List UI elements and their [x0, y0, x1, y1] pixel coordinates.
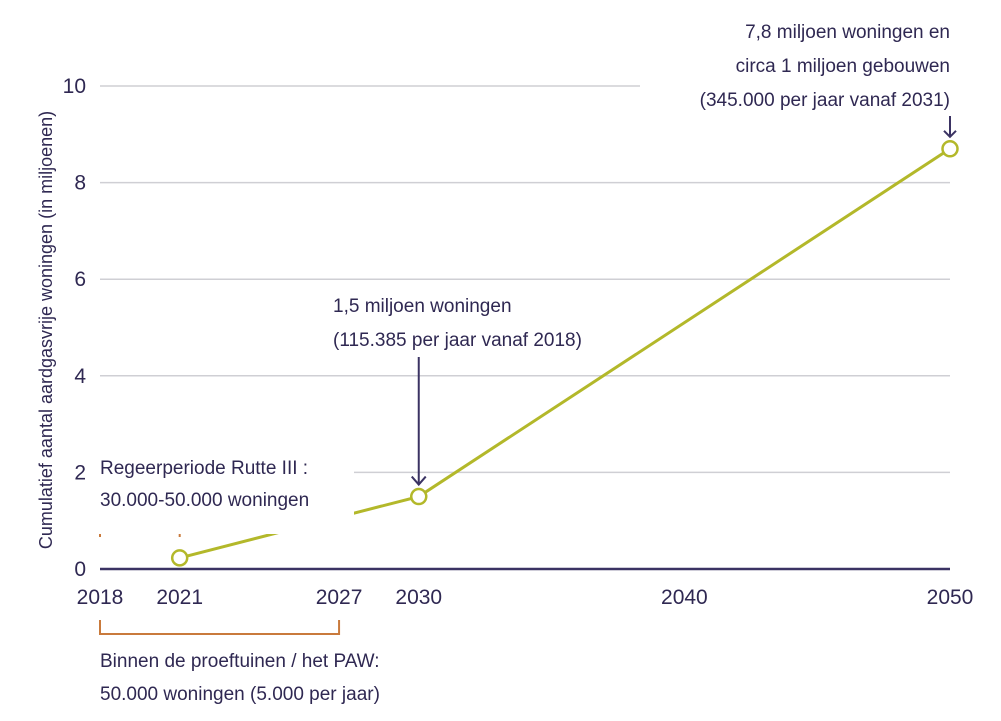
annotation-rutte-line: Regeerperiode Rutte III : — [100, 458, 308, 479]
data-point — [170, 549, 189, 567]
arrow-mid — [410, 357, 427, 487]
y-tick-labels: 0 2 4 6 8 10 — [63, 75, 87, 581]
annotation-arrows — [410, 116, 957, 487]
data-point — [410, 487, 428, 506]
annotation-end: 7,8 miljoen woningen en circa 1 miljoen … — [640, 10, 960, 122]
annotation-paw: Binnen de proeftuinen / het PAW: 50.000 … — [100, 651, 380, 705]
x-tick-label: 2018 — [77, 586, 124, 609]
data-point — [941, 140, 959, 158]
arrow-end — [943, 116, 957, 139]
brackets — [99, 520, 341, 635]
annotation-mid-line: (115.385 per jaar vanaf 2018) — [333, 330, 582, 351]
x-tick-label: 2040 — [661, 586, 708, 609]
data-points — [170, 140, 959, 567]
y-axis-label: Cumulatief aantal aardgasvrije woningen … — [36, 111, 56, 549]
annotation-rutte-line: 30.000-50.000 woningen — [100, 490, 309, 511]
y-tick-label: 2 — [74, 461, 86, 484]
y-tick-label: 8 — [74, 172, 86, 195]
x-tick-label: 2027 — [316, 586, 363, 609]
annotation-end-line: circa 1 miljoen gebouwen — [736, 56, 950, 77]
annotation-paw-line: Binnen de proeftuinen / het PAW: — [100, 651, 380, 672]
gridlines — [100, 85, 950, 474]
annotation-mid: 1,5 miljoen woningen (115.385 per jaar v… — [325, 284, 625, 356]
x-tick-label: 2030 — [395, 586, 442, 609]
annotation-mid-line: 1,5 miljoen woningen — [333, 296, 512, 317]
bracket-paw — [99, 620, 341, 635]
annotation-end-line: (345.000 per jaar vanaf 2031) — [700, 90, 950, 111]
x-tick-label: 2021 — [156, 586, 203, 609]
annotation-rutte: Regeerperiode Rutte III : 30.000-50.000 … — [96, 452, 354, 534]
annotation-end-line: 7,8 miljoen woningen en — [745, 22, 950, 43]
y-tick-label: 10 — [63, 75, 86, 98]
y-tick-label: 4 — [74, 365, 86, 388]
y-tick-label: 0 — [74, 558, 86, 581]
x-tick-label: 2050 — [927, 586, 974, 609]
x-tick-labels: 2018 2021 2027 2030 2040 2050 — [77, 586, 974, 609]
y-tick-label: 6 — [74, 268, 86, 291]
annotation-paw-line: 50.000 woningen (5.000 per jaar) — [100, 684, 380, 705]
